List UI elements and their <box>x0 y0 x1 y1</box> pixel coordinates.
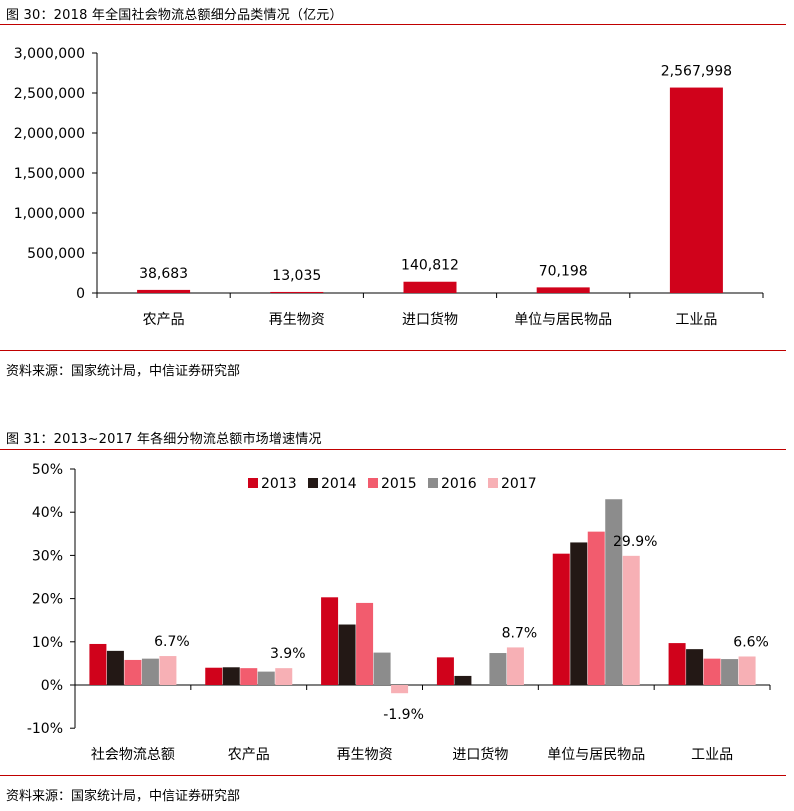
bar-2013-3 <box>321 597 339 685</box>
bar-2013-1 <box>89 643 107 685</box>
bar-2016-4 <box>489 653 507 685</box>
data-label: 2,567,998 <box>661 64 732 80</box>
legend-label: 2013 <box>261 476 297 492</box>
y-tick-label: 1,000,000 <box>14 206 85 222</box>
bar-2016-6 <box>721 659 739 685</box>
bar-2015-6 <box>703 658 721 685</box>
bar-4 <box>536 287 590 293</box>
figure30-top-rule <box>0 24 786 25</box>
y-tick-label: 3,000,000 <box>14 46 85 62</box>
legend-swatch-2016 <box>428 478 438 488</box>
y-tick-label: 50% <box>32 462 63 478</box>
legend-swatch-2013 <box>248 478 258 488</box>
bar-2015-5 <box>587 531 605 685</box>
y-tick-label: 20% <box>32 592 63 608</box>
bar-2014-6 <box>686 649 704 685</box>
data-label-2017: 8.7% <box>502 625 538 641</box>
chart-31-growth-rates: -10% 0% 10% 20% 30% 40% 50% 6.7% 社会物流总额 3.9% 农产品 -1… <box>27 462 771 763</box>
figure30-bottom-rule <box>0 350 786 351</box>
y-tick-label: 0 <box>76 286 85 302</box>
figure30-title: 图 30：2018 年全国社会物流总额细分品类情况（亿元） <box>6 8 343 23</box>
x-category-label: 社会物流总额 <box>91 747 175 763</box>
y-tick-label: 0% <box>41 678 63 694</box>
x-category-label: 工业品 <box>675 312 717 328</box>
figure31-bottom-rule <box>0 775 786 776</box>
x-category-label: 单位与居民物品 <box>547 747 645 763</box>
data-label-2017: 6.6% <box>733 634 769 650</box>
legend-label: 2017 <box>501 476 537 492</box>
bar-2013-2 <box>205 667 223 685</box>
bar-2014-3 <box>338 624 356 685</box>
legend-label: 2016 <box>441 476 477 492</box>
bar-2016-2 <box>257 671 275 685</box>
legend-label: 2014 <box>321 476 357 492</box>
y-tick-label: 500,000 <box>27 246 85 262</box>
legend-label: 2015 <box>381 476 417 492</box>
legend-swatch-2015 <box>368 478 378 488</box>
x-category-label: 单位与居民物品 <box>514 312 612 328</box>
figure31-title: 图 31：2013~2017 年各细分物流总额市场增速情况 <box>6 432 322 447</box>
bar-5 <box>669 87 723 294</box>
x-category-label: 进口货物 <box>452 746 508 763</box>
y-tick-label: 40% <box>32 505 63 521</box>
x-category-label: 农产品 <box>228 747 270 763</box>
legend-swatch-2014 <box>308 478 318 488</box>
x-category-label: 农产品 <box>143 312 185 328</box>
data-label: 38,683 <box>139 266 188 282</box>
bar-2015-1 <box>124 659 142 685</box>
bar-2014-4 <box>454 675 472 685</box>
y-tick-label: 2,500,000 <box>14 86 85 102</box>
bar-2017-1 <box>159 656 177 685</box>
bar-2016-3 <box>373 652 391 685</box>
legend-swatch-2017 <box>488 478 498 488</box>
bar-2016-5 <box>605 499 623 685</box>
x-category-label: 工业品 <box>691 747 733 763</box>
bar-2013-6 <box>668 643 686 685</box>
bar-2017-3 <box>391 685 409 694</box>
data-label: 13,035 <box>272 268 321 284</box>
bar-2017-6 <box>738 656 756 685</box>
bar-2015-3 <box>356 602 374 685</box>
figure31-source: 资料来源：国家统计局，中信证券研究部 <box>6 789 241 804</box>
figure31-top-rule <box>0 449 786 450</box>
bar-2017-5 <box>622 555 640 685</box>
y-tick-label: 30% <box>32 548 63 564</box>
bar-2 <box>270 291 324 293</box>
bar-2013-4 <box>436 657 454 685</box>
y-tick-label: -10% <box>27 721 63 737</box>
y-tick-label: 10% <box>32 635 63 651</box>
data-label: 140,812 <box>401 258 459 274</box>
bar-2017-4 <box>506 647 524 685</box>
bar-2016-1 <box>141 658 159 685</box>
bar-2014-1 <box>106 650 124 685</box>
bar-2014-2 <box>222 667 240 685</box>
data-label-2017: 6.7% <box>154 634 190 650</box>
x-category-label: 进口货物 <box>402 311 458 328</box>
bar-2014-5 <box>570 542 588 685</box>
data-label: 70,198 <box>539 263 588 279</box>
bar-2017-2 <box>275 668 293 685</box>
x-category-label: 再生物资 <box>269 312 325 328</box>
data-label-2017: 29.9% <box>613 534 657 550</box>
data-label-2017: -1.9% <box>383 707 424 723</box>
bar-2015-2 <box>240 668 258 685</box>
bar-1 <box>137 289 191 293</box>
chart-30-industry-logistics-volume: 0 500,000 1,000,000 1,500,000 2,000,000 2,500… <box>14 46 764 328</box>
x-category-label: 再生物资 <box>337 747 393 763</box>
bar-3 <box>403 281 457 293</box>
figure30-source: 资料来源：国家统计局，中信证券研究部 <box>6 364 241 379</box>
data-label-2017: 3.9% <box>270 646 306 662</box>
bar-2013-5 <box>552 553 570 685</box>
y-tick-label: 2,000,000 <box>14 126 85 142</box>
y-tick-label: 1,500,000 <box>14 166 85 182</box>
